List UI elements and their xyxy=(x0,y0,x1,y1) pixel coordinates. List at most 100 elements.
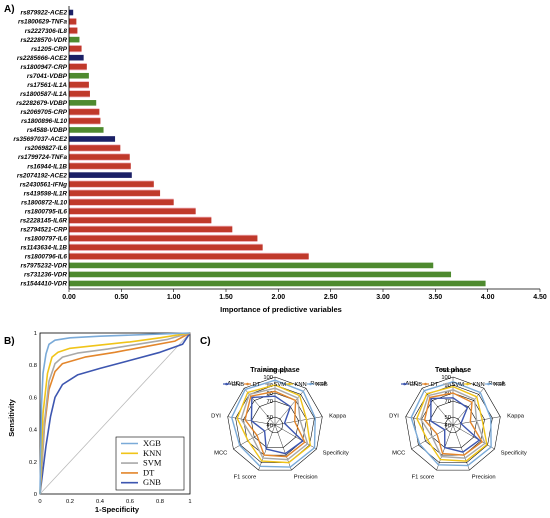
bar xyxy=(69,27,78,34)
bar xyxy=(69,190,161,196)
radar-axis-label: DYI xyxy=(211,413,221,419)
radar-charts: Training phase Test phase 4050708090100A… xyxy=(211,367,527,481)
radar-axis-label: AUC xyxy=(405,381,417,387)
radar-axis-label: AUC xyxy=(227,381,239,387)
bar-category-label: rs1800629-TNFa xyxy=(18,19,67,26)
bar-x-tick-label: 1.00 xyxy=(167,294,181,301)
radar-legend-marker xyxy=(225,382,228,386)
bar xyxy=(69,9,74,16)
roc-x-tick-label: 0.6 xyxy=(126,499,134,505)
radar-legend-marker xyxy=(288,382,291,386)
bar-category-label: rs4588-VDBP xyxy=(27,127,68,134)
radar-legend-marker xyxy=(424,382,427,386)
bar xyxy=(69,271,452,278)
radar-legend-marker xyxy=(267,382,270,386)
radar-series-xgb xyxy=(230,379,316,468)
bar-category-label: rs2282679-VDBP xyxy=(16,100,68,107)
bar xyxy=(69,208,196,215)
panel-label-c: C) xyxy=(200,336,211,347)
bar xyxy=(69,54,84,61)
bar-category-label: rs1143634-IL1B xyxy=(21,245,68,252)
radar-legend-label: KNN xyxy=(473,382,485,388)
radar-r-tick-label: 40 xyxy=(267,423,273,429)
bar xyxy=(69,280,486,287)
bar-category-label: rs1800795-IL6 xyxy=(25,208,68,215)
radar-legend-marker xyxy=(466,382,469,386)
bar-category-label: rs7041-VDBP xyxy=(27,73,68,80)
bar xyxy=(69,244,263,251)
bar-category-label: rs35697037-ACE2 xyxy=(13,136,67,143)
roc-xlabel: 1-Specificity xyxy=(95,505,140,514)
bar-category-label: rs16944-IL1B xyxy=(27,163,67,170)
bar xyxy=(69,118,101,124)
radar-axis-label: Accuracy xyxy=(441,368,465,374)
radar-legend-label: DT xyxy=(253,382,261,388)
roc-legend-label: XGB xyxy=(143,438,161,448)
roc-ylabel: Sensitivity xyxy=(7,398,16,436)
bar-x-tick-label: 3.50 xyxy=(429,294,443,301)
bar-category-label: rs2069827-IL6 xyxy=(25,145,68,152)
roc-curve-svm xyxy=(39,332,191,495)
radar-legend-marker xyxy=(487,382,490,386)
radar-r-tick-label: 70 xyxy=(445,399,451,405)
radar-r-tick-label: 100 xyxy=(263,375,273,381)
radar-grid-ring xyxy=(444,416,462,433)
bar-category-label: rs2069705-CRP xyxy=(20,109,67,116)
radar-axis-label: DYI xyxy=(389,413,399,419)
bar-x-tick-label: 2.50 xyxy=(324,294,338,301)
bar xyxy=(69,91,90,97)
bar xyxy=(69,36,80,43)
bar xyxy=(69,45,82,52)
radar-series-svm xyxy=(419,389,486,459)
panel-label-b: B) xyxy=(4,336,15,347)
bar-x-tick-label: 3.00 xyxy=(376,294,390,301)
radar-r-tick-label: 100 xyxy=(441,375,451,381)
radar-legend-marker xyxy=(445,382,448,386)
bar-category-label: rs2794521-CRP xyxy=(20,226,67,233)
bar-x-tick-label: 4.50 xyxy=(533,294,547,301)
bar xyxy=(69,72,89,79)
radar-r-tick-label: 80 xyxy=(267,391,273,397)
bar-category-label: rs2285666-ACE2 xyxy=(17,55,68,62)
radar-series-xgb xyxy=(410,381,492,467)
radar-title-test: Test phase xyxy=(435,367,471,374)
bar xyxy=(69,181,154,187)
roc-legend-label: GNB xyxy=(143,477,161,487)
radar-legend-label: GNB xyxy=(410,382,423,388)
bar-x-tick-label: 0.00 xyxy=(62,294,76,301)
bar-category-label: rs1800796-IL6 xyxy=(25,254,68,261)
radar-spoke xyxy=(452,424,470,471)
bar-category-label: rs2228145-IL6R xyxy=(20,217,67,224)
radar-r-tick-label: 50 xyxy=(267,415,273,421)
roc-y-tick-label: 0.4 xyxy=(29,428,38,434)
radar-grid-ring xyxy=(243,392,307,456)
radar-series-svm xyxy=(240,387,309,461)
radar-series-knn xyxy=(416,385,488,462)
bar xyxy=(69,217,212,224)
radar-legend-marker xyxy=(246,382,249,386)
radar-series-knn xyxy=(236,384,312,464)
roc-x-tick-label: 1 xyxy=(188,499,191,505)
radar-title-training: Training phase xyxy=(250,367,300,374)
roc-diagonal xyxy=(39,332,191,495)
roc-legend-label: KNN xyxy=(143,448,161,458)
bar-category-label: rs1205-CRP xyxy=(31,46,68,53)
radar-legend-label: KNN xyxy=(295,382,307,388)
radar-panel: 4050708090100AccuracyRecallKappaSpecific… xyxy=(211,368,349,481)
radar-series-dt xyxy=(423,392,484,456)
importance-bar-chart: Importance of predictive variables rs879… xyxy=(13,6,547,314)
radar-panel: 4050708090100AccuracyRecallKappaSpecific… xyxy=(389,368,527,481)
radar-axis-label: Recall xyxy=(310,381,326,387)
bar-category-label: rs1800947-CRP xyxy=(20,64,67,71)
roc-x-tick-label: 0.2 xyxy=(66,499,74,505)
radar-grid-ring xyxy=(266,416,284,433)
radar-r-tick-label: 50 xyxy=(445,415,451,421)
bar xyxy=(69,262,434,269)
radar-series-gnb xyxy=(250,395,304,455)
radar-spoke xyxy=(452,424,495,450)
radar-grid-ring xyxy=(227,376,323,471)
roc-curve-xgb xyxy=(39,332,191,495)
radar-legend-label: GNB xyxy=(232,382,245,388)
bar-category-label: rs2227306-IL8 xyxy=(25,28,68,35)
bar xyxy=(69,136,116,142)
